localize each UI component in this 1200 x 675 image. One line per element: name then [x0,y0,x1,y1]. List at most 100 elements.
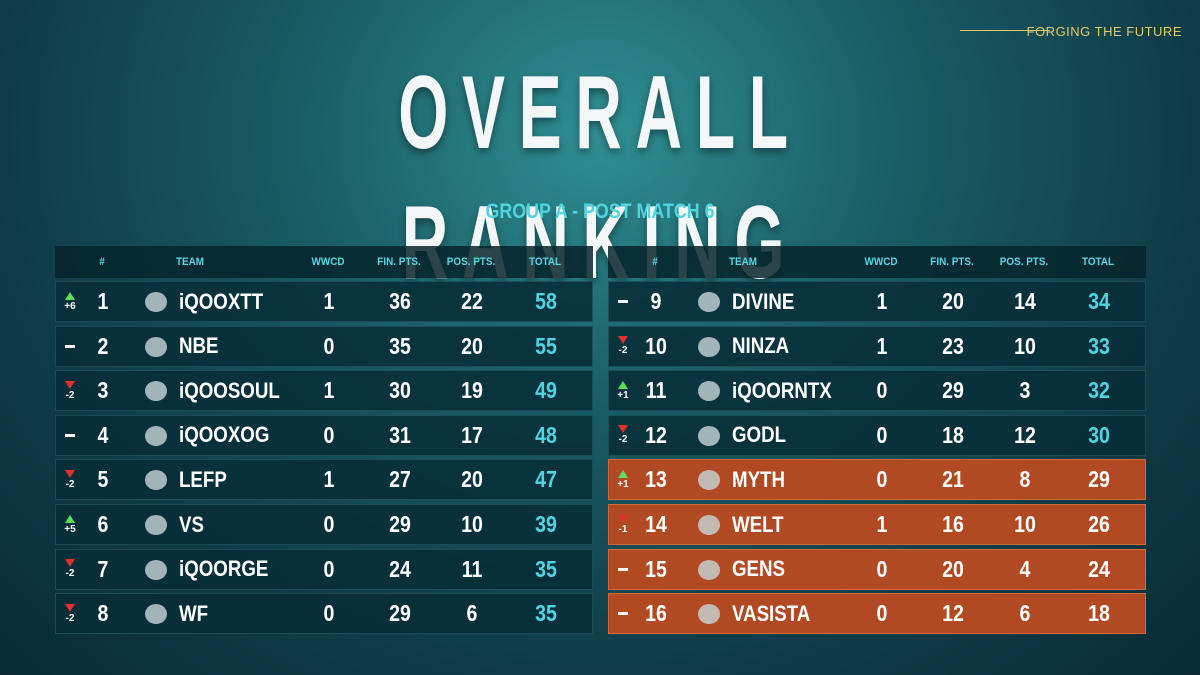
rank: 6 [97,511,109,537]
wwcd-value: 0 [876,555,888,582]
team-name: VASISTA [732,600,811,626]
fin-value: 23 [942,332,964,359]
tagline: FORGING THE FUTURE [1026,24,1182,39]
team-name: iQOOXOG [179,422,270,448]
team-name: MYTH [732,466,785,492]
team-logo [145,425,167,446]
total-value: 34 [1088,288,1110,314]
wwcd-value: 0 [323,511,335,537]
wwcd-value: 1 [876,332,888,359]
team-name: iQOOXTT [179,288,264,314]
team-row: +1 13 MYTH 0 21 8 29 [608,459,1146,501]
wwcd-value: 1 [876,288,888,314]
team-name: VS [179,511,204,537]
team-name: WF [179,600,209,626]
change-label: -2 [65,568,75,580]
pos-value: 3 [1019,377,1031,404]
team-logo [698,604,720,625]
column-header: TOTAL [1081,256,1115,268]
team-row: +1 11 iQOORNTX 0 29 3 32 [608,370,1146,412]
team-row: -2 3 iQOOSOUL 1 30 19 49 [55,370,593,412]
pos-value: 10 [461,511,483,537]
rank-change: +5 [56,505,84,544]
wwcd-value: 0 [876,377,888,404]
pos-value: 19 [461,377,483,404]
team-name: LEFP [179,466,227,492]
team-row: 16 VASISTA 0 12 6 18 [608,593,1146,635]
no-change-dash [618,567,628,571]
total-value: 39 [535,511,557,537]
change-label: +5 [64,523,76,535]
team-row: 15 GENS 0 20 4 24 [608,548,1146,590]
wwcd-value: 1 [323,377,335,404]
pos-value: 6 [1019,600,1031,627]
team-logo [698,336,720,357]
up-arrow [618,380,628,389]
down-arrow [618,336,628,345]
rank: 13 [645,466,667,493]
fin-value: 30 [389,377,411,404]
rank: 10 [645,332,667,359]
rank: 8 [97,600,109,627]
rank: 2 [97,332,109,359]
team-row: 2 NBE 0 35 20 55 [55,325,593,367]
rank: 7 [97,555,109,582]
total-value: 35 [535,600,557,627]
team-row: 4 iQOOXOG 0 31 17 48 [55,414,593,456]
wwcd-value: 0 [323,421,335,448]
down-arrow [65,603,75,612]
change-label: -2 [65,478,75,490]
wwcd-value: 0 [323,600,335,627]
team-name: NINZA [732,333,790,359]
column-header: TEAM [175,256,205,268]
total-value: 33 [1088,332,1110,359]
fin-value: 24 [389,555,411,582]
total-value: 58 [535,288,557,314]
pos-value: 20 [461,466,483,493]
up-arrow [618,469,628,478]
team-row: -2 12 GODL 0 18 12 30 [608,414,1146,456]
fin-value: 35 [389,332,411,359]
rank-change [609,282,637,321]
rank-change [56,327,84,366]
down-arrow [618,425,628,434]
column-header: # [99,256,105,268]
column-header: # [652,256,658,268]
total-value: 49 [535,377,557,404]
rank-change: -1 [609,505,637,544]
total-value: 35 [535,555,557,582]
pos-value: 12 [1014,421,1036,448]
total-value: 47 [535,466,557,493]
no-change-dash [618,612,628,616]
fin-value: 36 [389,288,411,314]
total-value: 18 [1088,600,1110,627]
change-label: -2 [65,389,75,401]
column-header: TEAM [728,256,758,268]
down-arrow [65,559,75,568]
rank: 9 [650,288,662,314]
team-logo [145,336,167,357]
change-label: -2 [618,345,628,357]
pos-value: 4 [1019,555,1031,582]
rank-change [609,550,637,589]
fin-value: 18 [942,421,964,448]
team-row: -2 8 WF 0 29 6 35 [55,593,593,635]
no-change-dash [65,344,75,348]
team-logo [698,292,720,312]
subtitle: GROUP A - POST MATCH 6 [485,200,715,223]
fin-value: 20 [942,288,964,314]
pos-value: 10 [1014,332,1036,359]
team-logo [145,292,167,312]
column-header: FIN. PTS. [377,256,421,268]
team-name: iQOOSOUL [179,377,280,403]
team-logo [698,470,720,491]
header-row: # TEAM WWCD FIN. PTS. POS. PTS. TOTAL [608,246,1146,278]
team-logo [698,425,720,446]
pos-value: 20 [461,332,483,359]
team-row: +6 1 iQOOXTT 1 36 22 58 [55,281,593,322]
column-header: POS. PTS. [999,256,1049,268]
team-logo [145,604,167,625]
deco-line [960,30,1050,31]
no-change-dash [618,300,628,303]
